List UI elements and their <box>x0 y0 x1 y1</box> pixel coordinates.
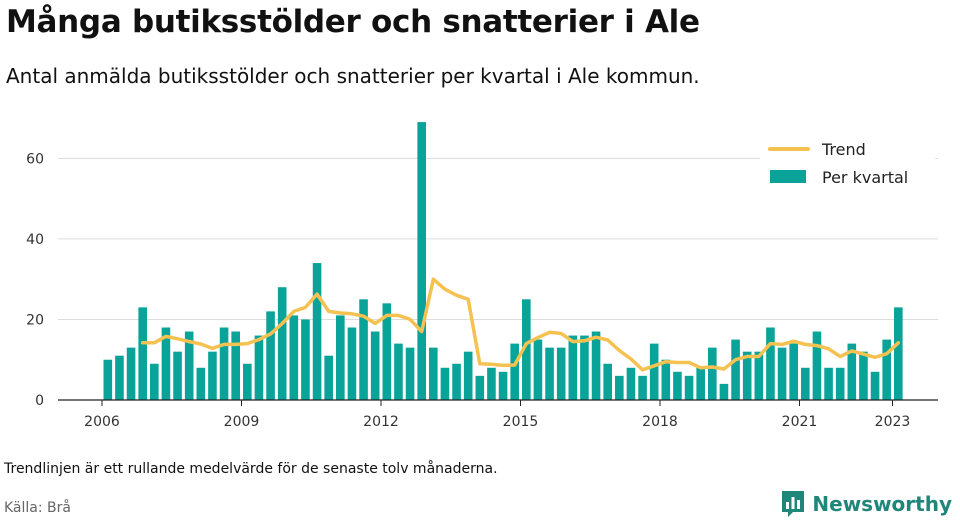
bar <box>894 307 903 400</box>
bar <box>208 351 217 400</box>
bar <box>219 327 229 400</box>
bar <box>301 319 310 400</box>
bar <box>626 367 636 400</box>
trend-line <box>140 277 901 372</box>
bar <box>463 351 473 400</box>
x-tick-label: 2009 <box>224 414 260 430</box>
bar <box>370 331 380 400</box>
legend-background <box>760 132 935 198</box>
bar <box>115 355 124 400</box>
bar <box>615 375 624 400</box>
bar <box>882 339 891 400</box>
bar <box>417 122 426 400</box>
footnote: Trendlinjen är ett rullande medelvärde f… <box>4 461 498 477</box>
bar <box>649 343 659 400</box>
bar <box>475 375 485 400</box>
bar <box>103 359 113 400</box>
bar <box>742 351 752 400</box>
bar <box>429 347 438 400</box>
chart-subtitle: Antal anmälda butiksstölder och snatteri… <box>6 64 700 88</box>
bar <box>254 335 264 400</box>
bar <box>812 331 822 400</box>
bar <box>766 327 775 400</box>
bar <box>870 371 880 400</box>
bar <box>138 307 147 400</box>
bar <box>150 363 159 400</box>
bar <box>359 299 368 400</box>
x-tick-label: 2023 <box>875 414 911 430</box>
y-tick-label: 40 <box>26 232 44 248</box>
bar <box>336 315 345 400</box>
brand-name: Newsworthy <box>812 492 952 516</box>
axes: 0 20 40 60 2006 2009 2012 2015 2018 2021 2023 <box>26 151 938 430</box>
bar <box>859 351 868 400</box>
bar <box>568 335 578 400</box>
y-tick-label: 20 <box>26 312 44 328</box>
bar <box>510 343 519 400</box>
x-tick-label: 2006 <box>84 414 120 430</box>
bar <box>754 351 764 400</box>
bar <box>708 347 717 400</box>
x-tick-label: 2015 <box>503 414 539 430</box>
bar <box>847 343 857 400</box>
bar <box>405 347 415 400</box>
bar <box>487 367 496 400</box>
bar <box>289 315 299 400</box>
legend-trend-label: Trend <box>821 140 866 159</box>
bar <box>673 371 682 400</box>
chart: 0 20 40 60 2006 2009 2012 2015 2018 2021 2023 Tren… <box>26 122 938 430</box>
y-tick-label: 60 <box>26 151 44 167</box>
bar <box>498 371 508 400</box>
bar <box>696 367 705 400</box>
legend: Trend Per kvartal <box>760 132 935 198</box>
bar <box>591 331 601 400</box>
bar <box>243 363 252 400</box>
bar <box>440 367 450 400</box>
bar <box>173 351 182 400</box>
bar <box>231 331 240 400</box>
bar <box>277 287 287 400</box>
bar <box>312 263 322 400</box>
x-tick-label: 2018 <box>642 414 678 430</box>
bar <box>824 367 833 400</box>
bar <box>347 327 357 400</box>
bar <box>661 359 671 400</box>
legend-bar-swatch <box>770 170 806 183</box>
bar <box>789 343 798 400</box>
bar <box>684 375 694 400</box>
bar <box>545 347 554 400</box>
brand: Newsworthy <box>780 489 952 519</box>
bar <box>184 331 194 400</box>
bar <box>835 367 845 400</box>
bar <box>731 339 740 400</box>
bar <box>533 339 543 400</box>
x-tick-label: 2012 <box>363 414 399 430</box>
bar <box>719 383 729 400</box>
chart-title: Många butiksstölder och snatterier i Ale <box>6 4 700 40</box>
bar <box>522 299 531 400</box>
bar <box>580 335 589 400</box>
source-label: Källa: Brå <box>4 500 71 516</box>
bar <box>452 363 461 400</box>
bar <box>266 311 275 400</box>
bar <box>126 347 136 400</box>
legend-bar-label: Per kvartal <box>822 168 908 187</box>
bar <box>394 343 403 400</box>
bar <box>777 347 787 400</box>
x-tick-label: 2021 <box>782 414 818 430</box>
bar <box>382 303 392 400</box>
bar <box>556 347 566 400</box>
bar <box>196 367 206 400</box>
bar <box>161 327 171 400</box>
y-tick-label: 0 <box>35 393 44 409</box>
bars <box>103 122 903 400</box>
bar-chart-speech-bubble-icon <box>782 491 805 517</box>
bar <box>638 375 647 400</box>
bar <box>801 367 810 400</box>
bar <box>324 355 333 400</box>
bar <box>603 363 612 400</box>
